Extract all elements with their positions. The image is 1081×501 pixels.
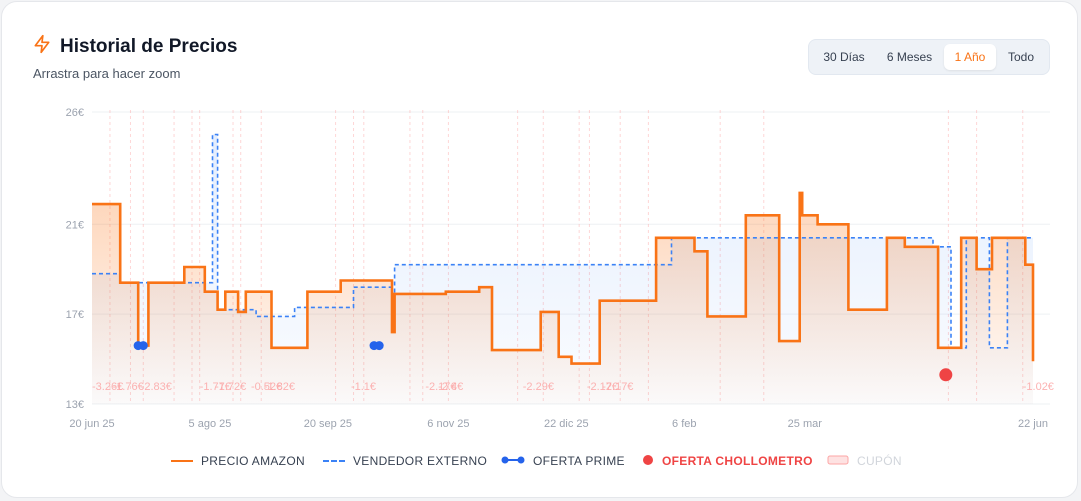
legend-external-label: VENDEDOR EXTERNO — [353, 454, 488, 468]
y-tick-label: 21€ — [66, 219, 84, 231]
legend-coupon-label: CUPÓN — [857, 454, 902, 468]
coupon-label: -2.17€ — [602, 381, 633, 393]
x-tick-label: 25 mar — [788, 418, 823, 430]
x-tick-label: 20 jun 25 — [69, 418, 114, 430]
external-dashed-swatch — [323, 460, 345, 462]
x-tick-label: 6 feb — [672, 418, 696, 430]
legend-amazon-label: PRECIO AMAZON — [201, 454, 305, 468]
legend-chollometro-label: OFERTA CHOLLOMETRO — [662, 454, 813, 468]
coupon-label: -2.17€ — [425, 381, 456, 393]
coupon-label: -1.76€ — [113, 381, 144, 393]
coupon-label: -2.83€ — [141, 381, 172, 393]
coupon-label: -1.82€ — [264, 381, 295, 393]
coupon-label: -1.72€ — [215, 381, 246, 393]
amazon-price-line — [92, 191, 1035, 365]
subtitle: Arrastra para hacer zoom — [33, 66, 181, 81]
header: Historial de Precios — [32, 34, 237, 59]
legend-chollometro[interactable]: OFERTA CHOLLOMETRO — [642, 450, 813, 472]
x-tick-label: 22 dic 25 — [544, 418, 589, 430]
legend-prime[interactable]: OFERTA PRIME — [501, 450, 625, 472]
legend-prime-label: OFERTA PRIME — [533, 454, 625, 468]
prime-swatch — [501, 454, 525, 468]
page-title: Historial de Precios — [60, 35, 238, 57]
coupon-label: -1.1€ — [351, 381, 376, 393]
range-30-days-button[interactable]: 30 Días — [823, 50, 865, 64]
coupon-label: -1.77€ — [200, 381, 231, 393]
range-1-year-button[interactable]: 1 Año — [944, 44, 996, 70]
legend-amazon[interactable]: PRECIO AMAZON — [171, 450, 305, 472]
coupon-label: -2.17€ — [587, 381, 618, 393]
range-6-months-button[interactable]: 6 Meses — [886, 50, 933, 64]
prime-offer-dot — [138, 341, 148, 351]
coupon-label: -1.02€ — [1023, 381, 1054, 393]
coupon-swatch — [827, 454, 849, 469]
coupon-label: -2.4€ — [438, 381, 463, 393]
amazon-line-swatch — [171, 460, 193, 462]
coupon-label: -0.52€ — [251, 381, 282, 393]
x-tick-label: 22 jun — [1018, 418, 1048, 430]
prime-offer-dot — [374, 341, 384, 351]
lightning-icon — [32, 34, 52, 59]
coupon-label: -3.26€ — [92, 381, 123, 393]
y-tick-label: 17€ — [66, 309, 84, 321]
coupon-label: -2.29€ — [523, 381, 554, 393]
x-tick-label: 5 ago 25 — [189, 418, 232, 430]
x-tick-label: 6 nov 25 — [427, 418, 469, 430]
chollometro-offer-dot — [939, 368, 953, 382]
range-selector: 30 Días 6 Meses 1 Año Todo — [808, 39, 1050, 75]
legend-external[interactable]: VENDEDOR EXTERNO — [323, 450, 487, 472]
y-tick-label: 13€ — [66, 399, 84, 411]
y-tick-label: 26€ — [66, 107, 84, 119]
amazon-price-area — [92, 192, 1033, 404]
x-tick-label: 20 sep 25 — [304, 418, 352, 430]
legend-coupon[interactable]: CUPÓN — [827, 450, 902, 472]
range-all-button[interactable]: Todo — [1007, 50, 1035, 64]
chollometro-swatch — [642, 454, 654, 469]
